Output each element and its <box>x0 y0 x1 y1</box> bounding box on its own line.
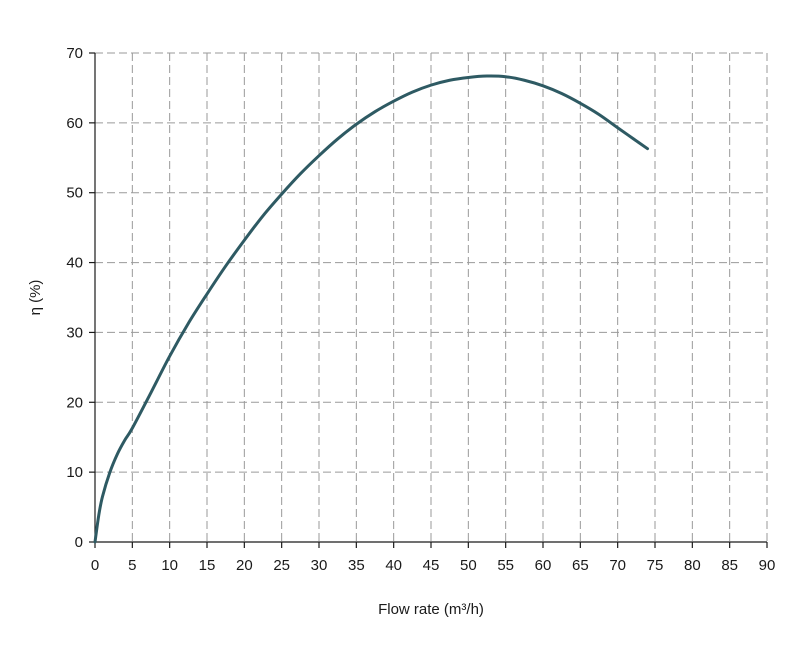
x-tick-labels: 0 5 10 15 20 25 30 35 40 45 50 55 60 65 70 75 80 85 90 <box>91 557 776 574</box>
x-tick-label: 5 <box>128 557 136 574</box>
y-tick-label: 70 <box>66 45 83 62</box>
x-tick-label: 35 <box>348 557 365 574</box>
x-tick-label: 80 <box>684 557 701 574</box>
y-tick-label: 60 <box>66 115 83 132</box>
x-tick-label: 15 <box>199 557 216 574</box>
x-tick-label: 25 <box>273 557 290 574</box>
y-axis-title: η (%) <box>27 280 44 316</box>
y-tick-label: 50 <box>66 185 83 202</box>
y-tick-labels: 0 10 20 30 40 50 60 70 <box>66 45 83 551</box>
x-tick-label: 50 <box>460 557 477 574</box>
x-tick-label: 40 <box>385 557 402 574</box>
series-layer <box>93 74 650 544</box>
y-tick-label: 20 <box>66 394 83 411</box>
y-tick-label: 10 <box>66 464 83 481</box>
x-tick-label: 60 <box>535 557 552 574</box>
x-tick-label: 70 <box>609 557 626 574</box>
x-axis-title: Flow rate (m³/h) <box>378 601 484 618</box>
x-tick-label: 0 <box>91 557 99 574</box>
x-tick-label: 65 <box>572 557 589 574</box>
axes <box>89 52 768 548</box>
y-tick-label: 0 <box>75 534 83 551</box>
x-tick-label: 55 <box>497 557 514 574</box>
x-tick-label: 10 <box>161 557 178 574</box>
x-tick-label: 85 <box>721 557 738 574</box>
x-tick-label: 75 <box>647 557 664 574</box>
x-tick-label: 90 <box>759 557 776 574</box>
x-tick-label: 20 <box>236 557 253 574</box>
y-tick-label: 30 <box>66 324 83 341</box>
grid-lines <box>95 52 768 542</box>
y-tick-label: 40 <box>66 255 83 272</box>
x-tick-label: 30 <box>311 557 328 574</box>
efficiency-series-line <box>93 74 650 544</box>
x-tick-label: 45 <box>423 557 440 574</box>
